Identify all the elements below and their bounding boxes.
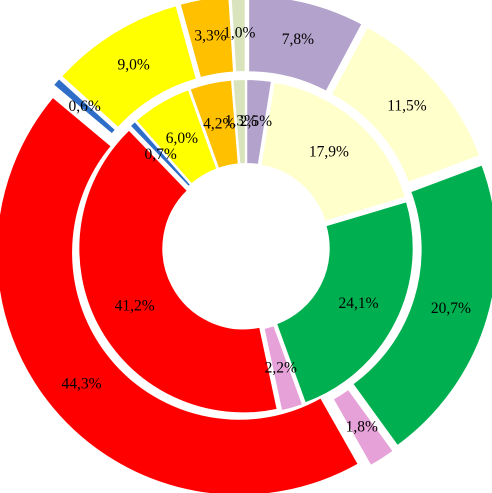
outer-segment-2	[329, 25, 482, 185]
outer-data-label-7: 9,0%	[117, 56, 149, 73]
inner-data-label-3: 24,1%	[339, 295, 379, 312]
outer-segment-7	[59, 3, 199, 130]
inner-segment-5	[77, 128, 279, 415]
inner-segment-4	[262, 323, 305, 413]
inner-data-label-4: 2,2%	[265, 360, 297, 377]
inner-segment-3	[274, 199, 415, 405]
outer-segment-5	[0, 95, 361, 493]
inner-data-label-2: 17,9%	[309, 144, 349, 161]
inner-segment-1	[245, 78, 274, 167]
outer-segment-9	[229, 0, 247, 74]
inner-segment-2	[259, 80, 408, 224]
outer-segment-4	[331, 387, 396, 468]
inner-segment-9	[231, 78, 247, 166]
outer-segment-3	[350, 163, 492, 448]
outer-segment-6	[51, 76, 118, 136]
data-labels: 2,5% 17,9% 24,1% 2,2% 41,2% 0,7%6,0% 4,2%1,3% 7…	[62, 25, 472, 436]
inner-data-label-6: 0,7%	[145, 146, 177, 163]
outer-data-label-2: 11,5%	[387, 97, 427, 114]
outer-data-label-6: 0,6%	[68, 98, 100, 115]
outer-data-label-3: 20,7%	[431, 300, 471, 317]
outer-segment-1	[247, 0, 364, 94]
inner-data-label-7: 6,0%	[166, 130, 198, 147]
inner-data-label-1: 2,5%	[240, 113, 272, 130]
outer-data-label-5: 44,3%	[62, 375, 102, 392]
inner-data-label-5: 41,2%	[115, 298, 155, 315]
inner-ring	[77, 78, 415, 415]
outer-data-label-1: 7,8%	[282, 31, 314, 48]
outer-data-label-8: 3,3%	[194, 27, 226, 44]
outer-data-label-9: 1,0%	[223, 25, 255, 42]
inner-data-label-9: 1,3%	[225, 113, 257, 130]
inner-data-label-8: 4,2%	[203, 115, 235, 132]
outer-data-label-4: 1,8%	[346, 418, 378, 435]
outer-segment-8	[178, 0, 236, 80]
